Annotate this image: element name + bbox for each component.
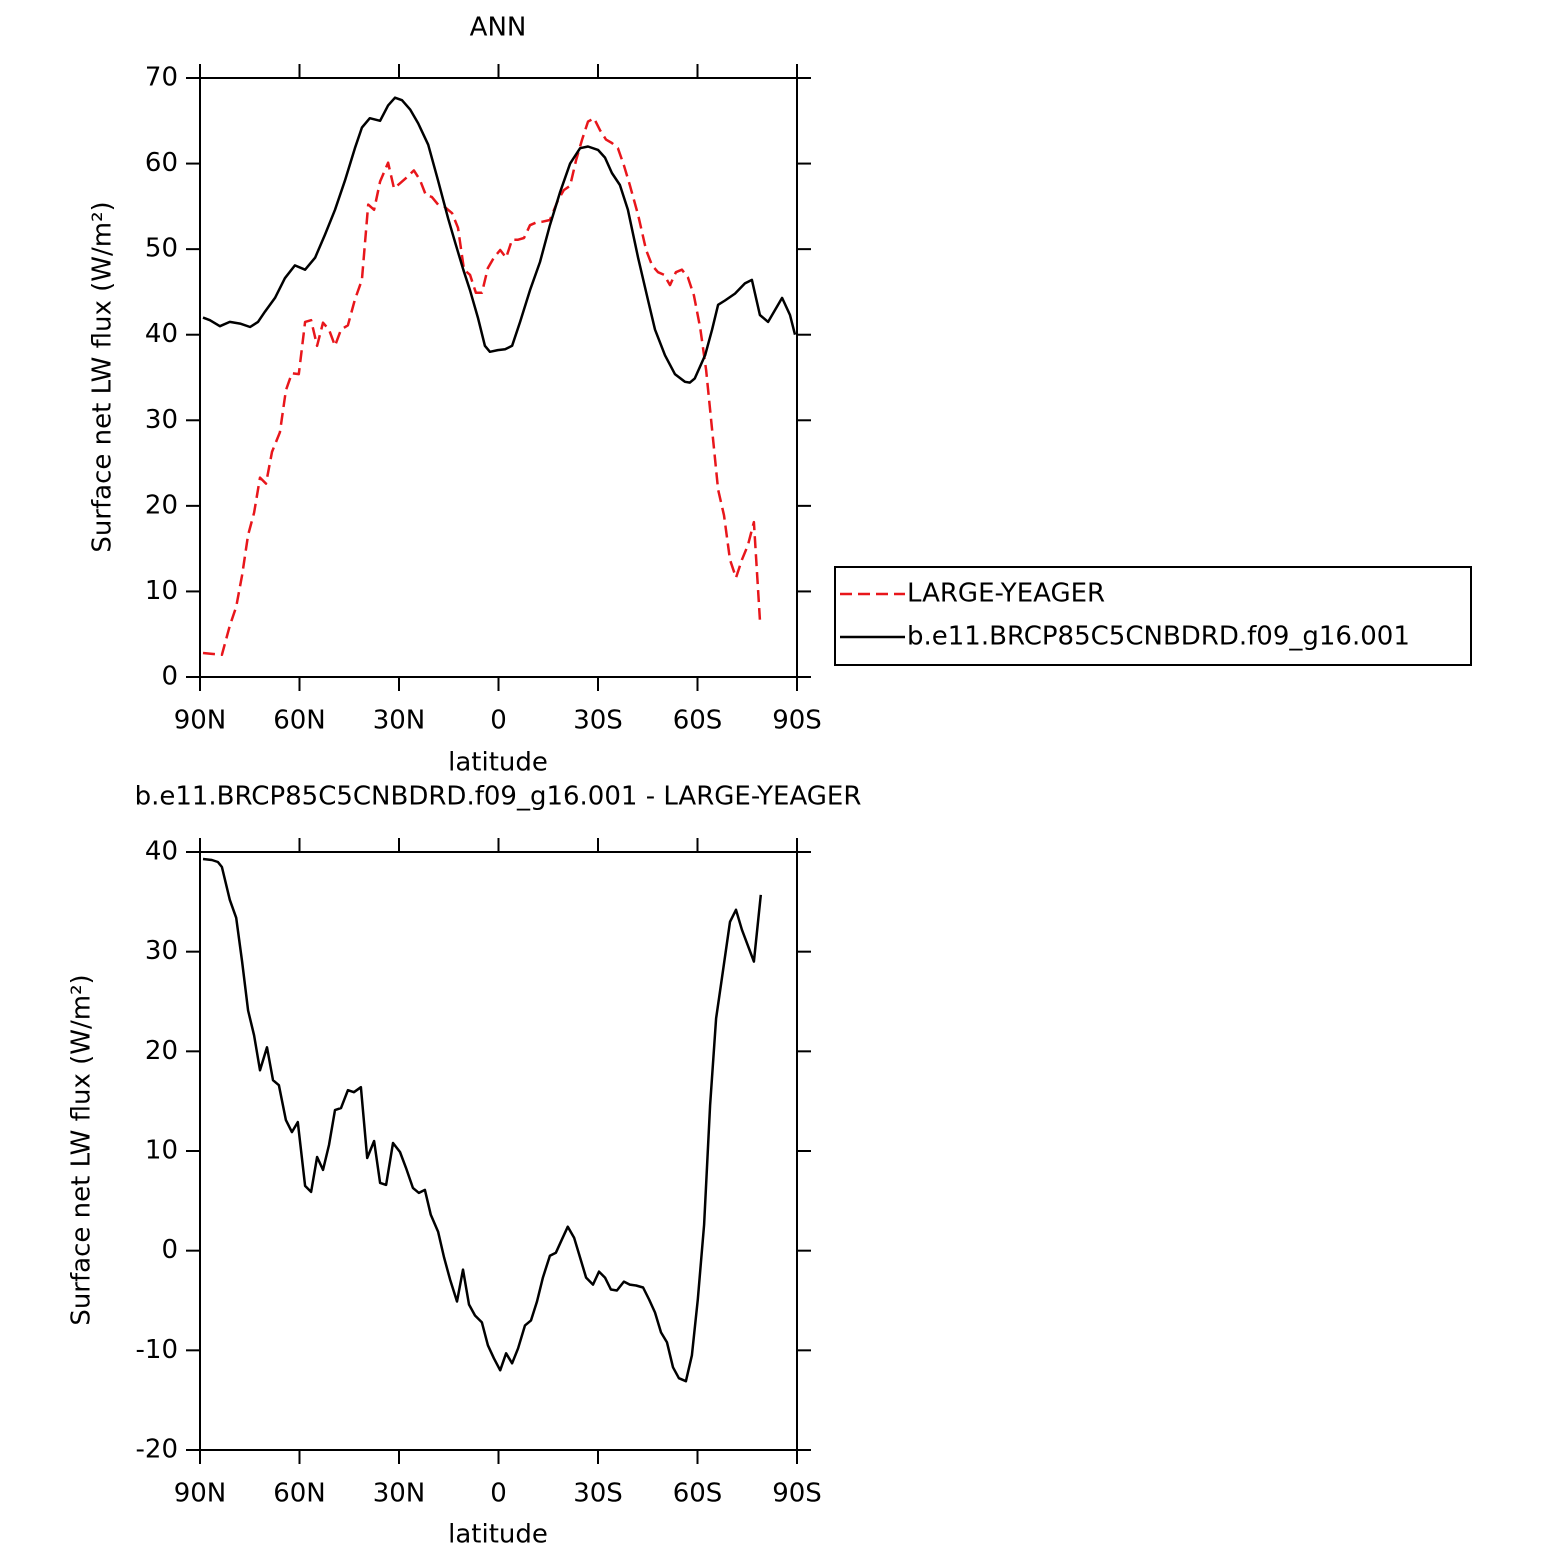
x-tick-label: 90S (772, 1479, 822, 1509)
y-tick-label: -10 (136, 1335, 178, 1365)
x-tick-label: 90S (772, 706, 822, 736)
data-line (202, 116, 762, 657)
x-tick-label: 60N (273, 706, 326, 736)
y-tick-label: 0 (161, 662, 178, 692)
y-tick-label: 10 (145, 576, 178, 606)
y-axis-label: Surface net LW flux (W/m²) (88, 201, 118, 552)
x-axis-label: latitude (448, 748, 548, 778)
y-tick-label: 60 (145, 148, 178, 178)
x-tick-label: 60S (673, 1479, 723, 1509)
x-tick-label: 60N (273, 1479, 326, 1509)
x-tick-label: 30S (573, 706, 623, 736)
y-tick-label: 0 (161, 1235, 178, 1265)
chart-title: b.e11.BRCP85C5CNBDRD.f09_g16.001 - LARGE… (135, 782, 862, 812)
x-tick-label: 30N (373, 706, 426, 736)
x-tick-label: 90N (174, 1479, 227, 1509)
x-tick-label: 0 (490, 1479, 507, 1509)
y-tick-label: 70 (145, 63, 178, 93)
y-tick-label: -20 (136, 1435, 178, 1465)
legend-label: b.e11.BRCP85C5CNBDRD.f09_g16.001 (907, 622, 1410, 652)
x-tick-label: 90N (174, 706, 227, 736)
y-tick-label: 50 (145, 234, 178, 264)
plot-frame (199, 77, 798, 678)
y-tick-label: 10 (145, 1136, 178, 1166)
y-tick-label: 40 (145, 319, 178, 349)
y-tick-label: 30 (145, 405, 178, 435)
y-tick-label: 30 (145, 936, 178, 966)
data-line (202, 857, 763, 1383)
x-tick-label: 60S (673, 706, 723, 736)
x-tick-label: 0 (490, 706, 507, 736)
chart-title: ANN (470, 13, 527, 43)
x-tick-label: 30S (573, 1479, 623, 1509)
x-tick-label: 30N (373, 1479, 426, 1509)
y-tick-label: 20 (145, 490, 178, 520)
legend-box (834, 566, 1472, 666)
y-axis-label: Surface net LW flux (W/m²) (67, 974, 97, 1325)
data-line (202, 96, 797, 384)
x-axis-label: latitude (448, 1520, 548, 1550)
y-tick-label: 40 (145, 837, 178, 867)
y-tick-label: 20 (145, 1036, 178, 1066)
legend-label: LARGE-YEAGER (907, 579, 1105, 609)
